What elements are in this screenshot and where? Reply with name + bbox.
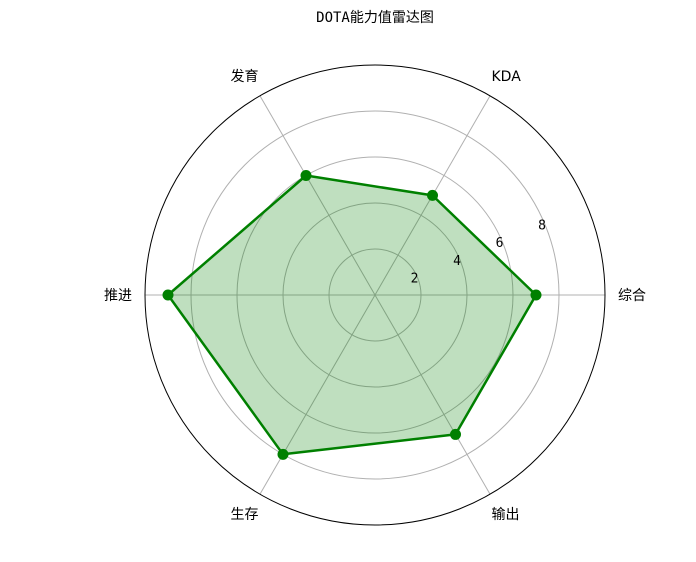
category-label-2: 发育 [231,69,259,85]
series-area [168,175,536,455]
tick-label-6: 6 [496,236,504,251]
tick-label-2: 2 [411,271,419,286]
data-point-1 [427,189,438,201]
data-point-3 [162,289,174,301]
spoke-5 [374,294,491,495]
data-point-0 [530,289,542,301]
category-label-1: KDA [492,69,522,85]
data-point-5 [450,428,461,440]
tick-label-8: 8 [538,219,546,234]
chart-title: DOTA能力值雷达图 [316,10,434,26]
spoke-2 [259,95,376,296]
outer-frame [144,64,606,526]
category-label-0: 综合 [618,288,646,304]
spoke-4 [259,294,376,495]
data-point-2 [300,169,312,181]
category-label-4: 生存 [231,507,259,523]
radar-grid [144,64,606,526]
category-label-3: 推进 [104,288,132,304]
radial-tick-labels: 2 4 6 8 [411,219,546,287]
data-point-4 [277,448,289,460]
tick-label-4: 4 [453,254,461,269]
radar-series [162,169,542,460]
category-label-5: 输出 [492,507,520,523]
